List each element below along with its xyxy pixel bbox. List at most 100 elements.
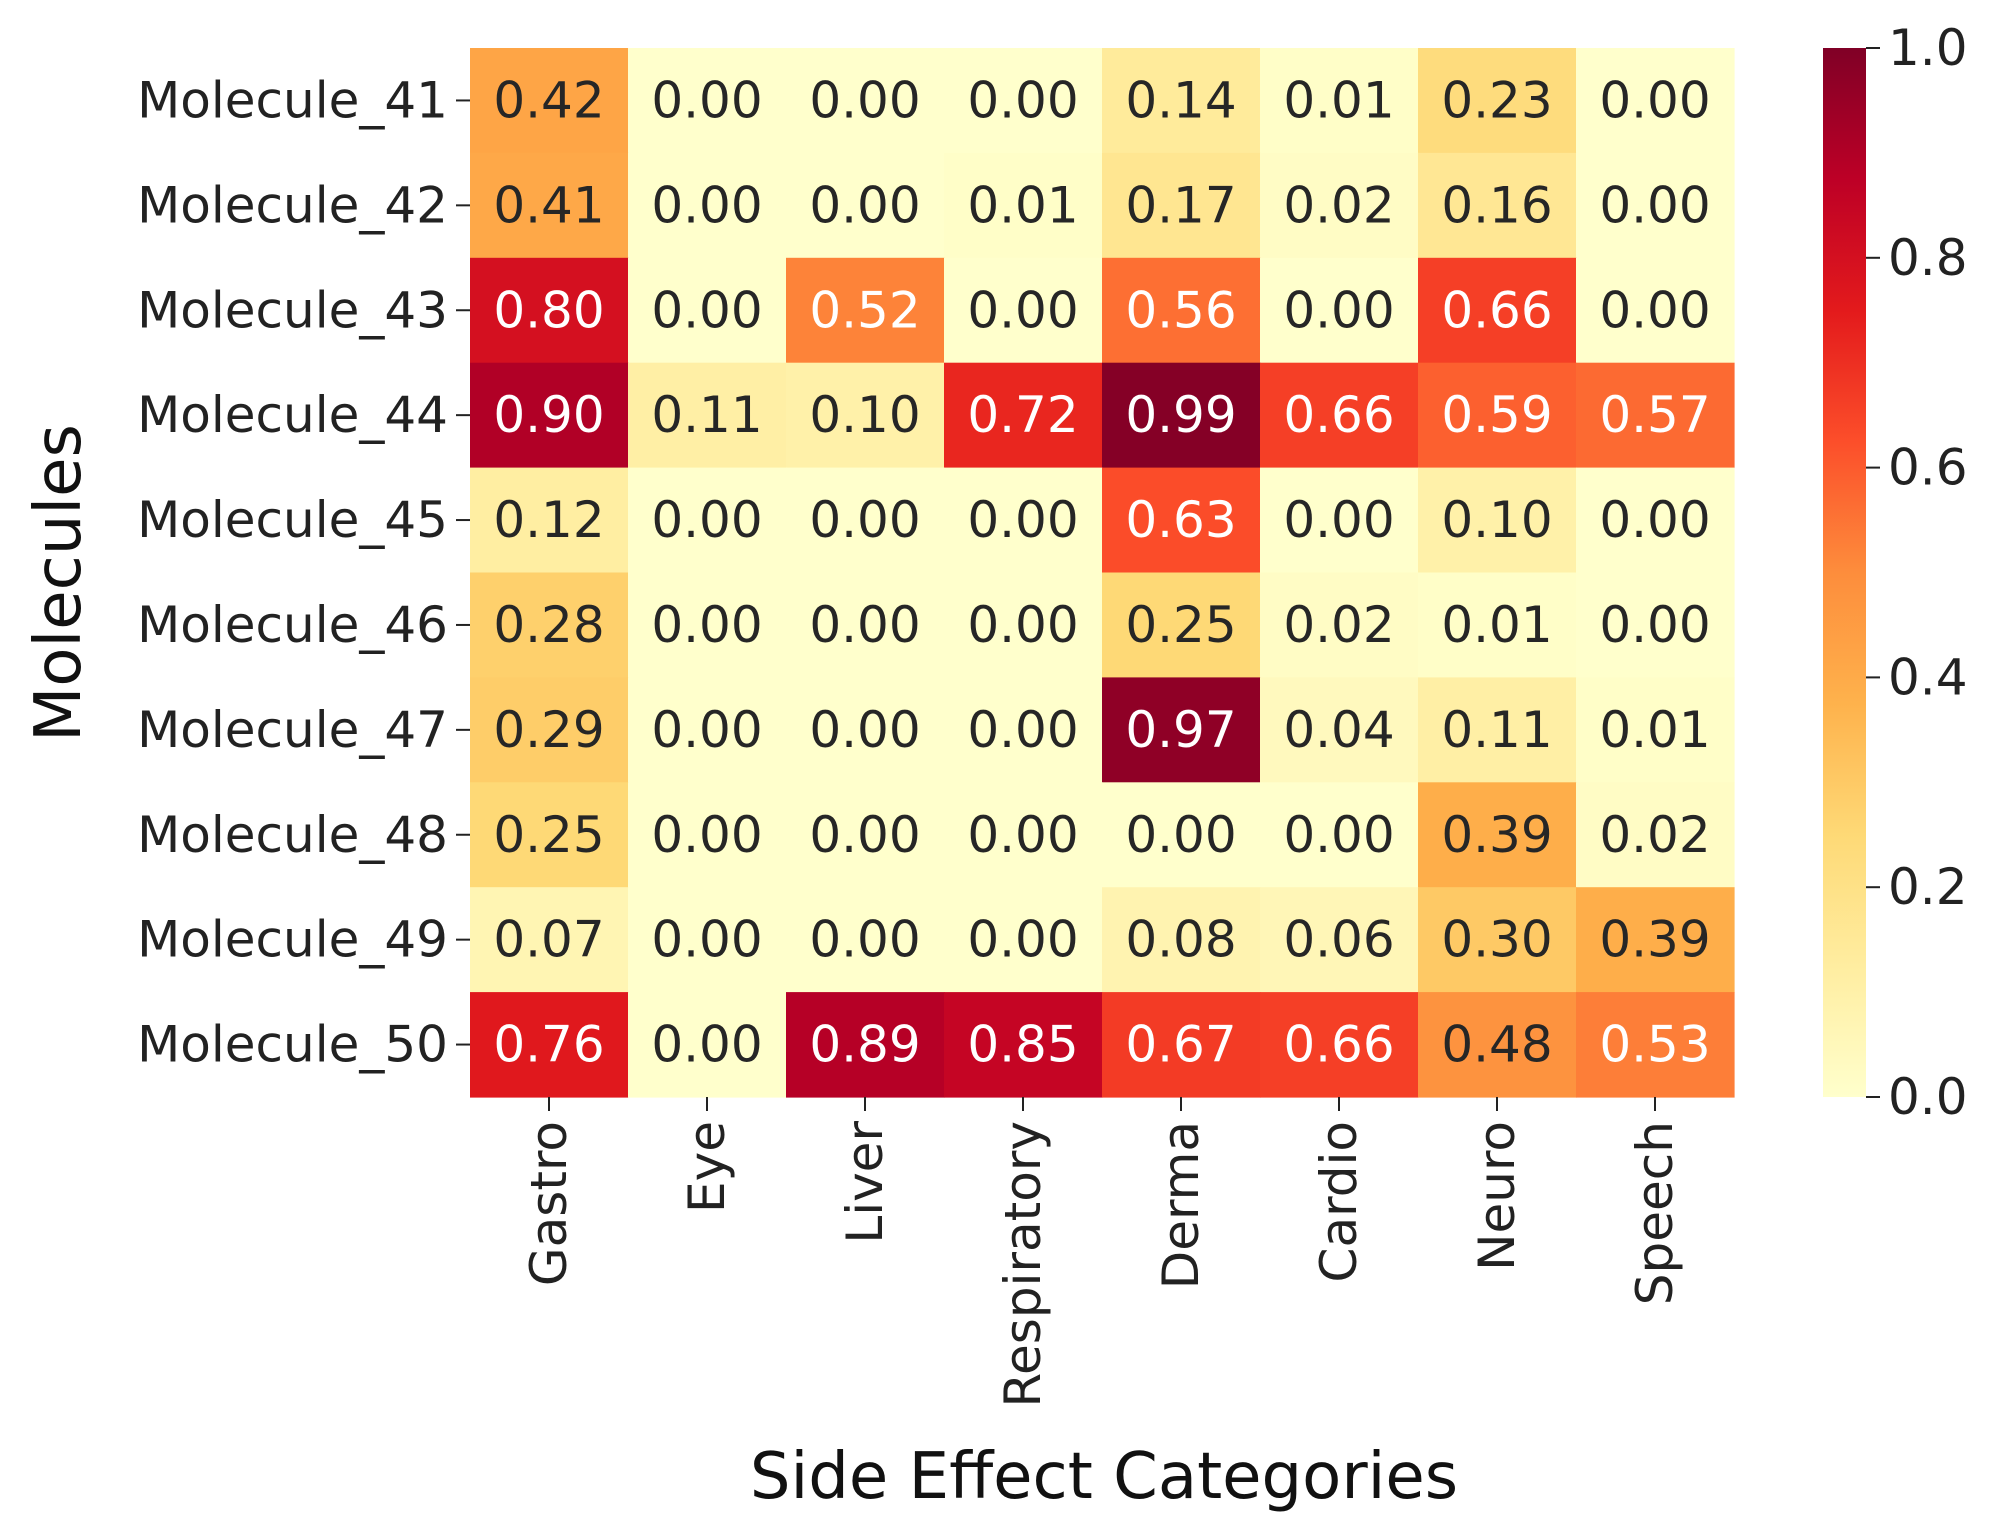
cell-value-label: 0.56 — [1125, 281, 1236, 339]
heatmap-cell-molecule-43-derma — [1102, 257, 1261, 364]
y-tick-label: Molecule_50 — [137, 1016, 448, 1074]
heatmap-cell-molecule-47-liver — [786, 677, 945, 783]
heatmap-cell-molecule-41-neuro — [1418, 48, 1577, 154]
heatmap-cell-molecule-48-speech — [1576, 782, 1735, 888]
cell-value-label: 0.14 — [1125, 71, 1236, 129]
heatmap-cell-molecule-45-derma — [1102, 467, 1261, 574]
heatmap-cell-labels: 0.42 0.00 0.00 0.00 0.14 0.01 0.23 0.00 0.41 0.00… — [493, 71, 1710, 1073]
heatmap-cell-molecule-44-eye — [628, 362, 787, 469]
heatmap-cell-molecule-41-eye — [628, 48, 787, 154]
x-axis-ticks: Gastro Eye Liver Respiratory Derma Cardio Neur… — [520, 1097, 1684, 1407]
y-axis-label: Molecules — [22, 424, 96, 742]
cell-value-label: 0.85 — [967, 1016, 1078, 1074]
heatmap-cell-molecule-48-cardio — [1260, 782, 1419, 888]
colorbar-tick-label: 0.2 — [1888, 858, 1968, 916]
cell-value-label: 0.00 — [809, 71, 920, 129]
heatmap-cell-molecule-50-neuro — [1418, 992, 1577, 1098]
heatmap-cell-molecule-43-gastro — [470, 257, 629, 364]
cell-value-label: 0.00 — [651, 596, 762, 654]
heatmap-cell-molecule-44-speech — [1576, 362, 1735, 469]
cell-value-label: 0.10 — [809, 386, 920, 444]
heatmap-cell-molecule-42-derma — [1102, 152, 1261, 259]
cell-value-label: 0.30 — [1441, 911, 1552, 969]
heatmap-cell-molecule-44-respiratory — [944, 362, 1103, 469]
cell-value-label: 0.08 — [1125, 911, 1236, 969]
heatmap-cell-molecule-43-neuro — [1418, 257, 1577, 364]
heatmap-cell-molecule-46-cardio — [1260, 572, 1419, 678]
heatmap-cell-molecule-43-liver — [786, 257, 945, 364]
y-tick-label: Molecule_46 — [137, 596, 448, 654]
cell-value-label: 0.99 — [1125, 386, 1236, 444]
heatmap-cell-molecule-44-cardio — [1260, 362, 1419, 469]
heatmap-cell-molecule-44-neuro — [1418, 362, 1577, 469]
x-tick-label: Neuro — [1468, 1121, 1526, 1271]
cell-value-label: 0.11 — [1441, 701, 1552, 759]
cell-value-label: 0.00 — [967, 911, 1078, 969]
cell-value-label: 0.00 — [809, 806, 920, 864]
cell-value-label: 0.00 — [651, 71, 762, 129]
cell-value-label: 0.11 — [651, 386, 762, 444]
heatmap-cell-molecule-49-derma — [1102, 887, 1261, 993]
heatmap-cell-molecule-41-liver — [786, 48, 945, 154]
cell-value-label: 0.97 — [1125, 701, 1236, 759]
cell-value-label: 0.66 — [1283, 386, 1394, 444]
heatmap-cell-molecule-47-derma — [1102, 677, 1261, 783]
cell-value-label: 0.52 — [809, 281, 920, 339]
cell-value-label: 0.01 — [967, 176, 1078, 234]
heatmap-cell-molecule-48-eye — [628, 782, 787, 888]
heatmap-cell-molecule-45-eye — [628, 467, 787, 574]
heatmap-cell-molecule-49-cardio — [1260, 887, 1419, 993]
cell-value-label: 0.63 — [1125, 491, 1236, 549]
y-tick-label: Molecule_47 — [137, 701, 448, 759]
x-tick-label: Respiratory — [994, 1121, 1052, 1407]
cell-value-label: 0.00 — [1283, 281, 1394, 339]
cell-value-label: 0.25 — [493, 806, 604, 864]
x-tick-label: Derma — [1152, 1121, 1210, 1289]
x-tick-label: Eye — [678, 1121, 736, 1213]
heatmap-cell-molecule-49-neuro — [1418, 887, 1577, 993]
cell-value-label: 0.39 — [1599, 911, 1710, 969]
heatmap-cell-molecule-46-speech — [1576, 572, 1735, 678]
cell-value-label: 0.00 — [967, 596, 1078, 654]
heatmap-cell-molecule-50-eye — [628, 992, 787, 1098]
cell-value-label: 0.01 — [1441, 596, 1552, 654]
heatmap-cell-molecule-44-derma — [1102, 362, 1261, 469]
cell-value-label: 0.00 — [1599, 491, 1710, 549]
heatmap-cell-molecule-45-speech — [1576, 467, 1735, 574]
heatmap-cell-molecule-42-neuro — [1418, 152, 1577, 259]
heatmap-cell-molecule-45-liver — [786, 467, 945, 574]
heatmap-cell-molecule-47-eye — [628, 677, 787, 783]
cell-value-label: 0.00 — [967, 491, 1078, 549]
heatmap-cell-molecule-48-respiratory — [944, 782, 1103, 888]
heatmap-cell-molecule-48-gastro — [470, 782, 629, 888]
cell-value-label: 0.00 — [809, 701, 920, 759]
heatmap-cell-molecule-45-cardio — [1260, 467, 1419, 574]
cell-value-label: 0.57 — [1599, 386, 1710, 444]
y-tick-label: Molecule_43 — [137, 281, 448, 339]
colorbar-tick-label: 1.0 — [1888, 19, 1968, 77]
x-axis-label: Side Effect Categories — [750, 1440, 1458, 1514]
cell-value-label: 0.67 — [1125, 1016, 1236, 1074]
heatmap-cell-molecule-47-neuro — [1418, 677, 1577, 783]
heatmap-cell-molecule-42-speech — [1576, 152, 1735, 259]
cell-value-label: 0.00 — [967, 281, 1078, 339]
heatmap-cell-molecule-47-cardio — [1260, 677, 1419, 783]
cell-value-label: 0.41 — [493, 176, 604, 234]
cell-value-label: 0.90 — [493, 386, 604, 444]
cell-value-label: 0.66 — [1441, 281, 1552, 339]
cell-value-label: 0.25 — [1125, 596, 1236, 654]
heatmap-cell-molecule-46-neuro — [1418, 572, 1577, 678]
heatmap-cell-molecule-42-eye — [628, 152, 787, 259]
cell-value-label: 0.01 — [1283, 71, 1394, 129]
cell-value-label: 0.16 — [1441, 176, 1552, 234]
heatmap-cell-molecule-45-gastro — [470, 467, 629, 574]
colorbar-tick-label: 0.0 — [1888, 1068, 1968, 1126]
heatmap-cell-molecule-45-neuro — [1418, 467, 1577, 574]
cell-value-label: 0.17 — [1125, 176, 1236, 234]
heatmap-cell-molecule-48-liver — [786, 782, 945, 888]
heatmap-cell-molecule-43-speech — [1576, 257, 1735, 364]
heatmap-cell-molecule-43-eye — [628, 257, 787, 364]
cell-value-label: 0.66 — [1283, 1016, 1394, 1074]
cell-value-label: 0.06 — [1283, 911, 1394, 969]
colorbar: 0.0 0.2 0.4 0.6 0.8 1.0 — [1823, 19, 1968, 1126]
